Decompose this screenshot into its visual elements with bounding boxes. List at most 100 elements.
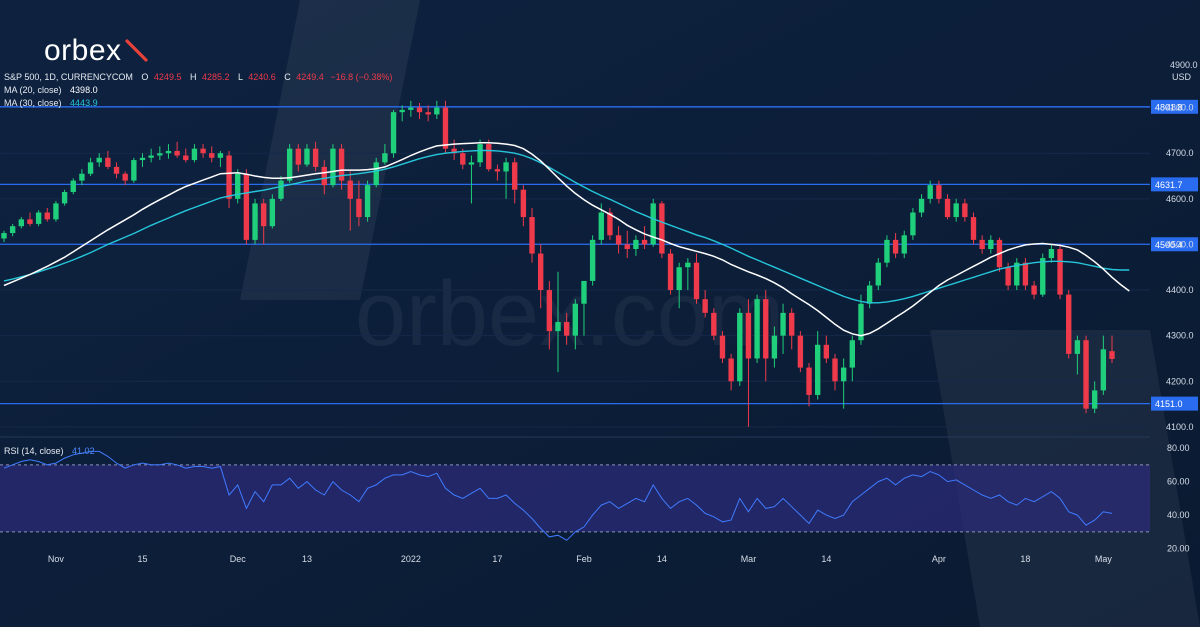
candle-body[interactable]: [633, 239, 639, 249]
candle-body[interactable]: [278, 180, 284, 199]
candle-body[interactable]: [745, 312, 752, 359]
candle-body[interactable]: [486, 144, 492, 170]
candle-body[interactable]: [1066, 294, 1072, 354]
candle-body[interactable]: [148, 155, 154, 158]
candle-body[interactable]: [884, 239, 890, 263]
candle-body[interactable]: [200, 148, 206, 154]
candle-body[interactable]: [347, 180, 353, 199]
candle-body[interactable]: [918, 198, 925, 213]
candle-body[interactable]: [286, 148, 293, 181]
candle-body[interactable]: [936, 185, 942, 199]
candle-body[interactable]: [1040, 258, 1046, 295]
candle-body[interactable]: [139, 157, 146, 161]
candle-body[interactable]: [719, 335, 726, 359]
candle-body[interactable]: [581, 280, 587, 304]
candle-body[interactable]: [261, 203, 267, 227]
candle-body[interactable]: [18, 219, 24, 227]
candlestick-series[interactable]: [1, 100, 1115, 427]
candle-body[interactable]: [780, 312, 786, 336]
candle-body[interactable]: [304, 148, 310, 165]
candle-body[interactable]: [979, 239, 985, 249]
candle-body[interactable]: [546, 290, 553, 332]
candle-body[interactable]: [789, 312, 795, 336]
candle-body[interactable]: [460, 153, 466, 165]
candle-body[interactable]: [520, 189, 527, 218]
candle-body[interactable]: [53, 203, 59, 220]
candle-body[interactable]: [183, 155, 189, 161]
candle-body[interactable]: [269, 198, 276, 227]
candle-body[interactable]: [451, 148, 457, 154]
candle-body[interactable]: [390, 112, 397, 154]
candle-body[interactable]: [1092, 390, 1098, 409]
candle-body[interactable]: [927, 185, 933, 199]
candle-body[interactable]: [191, 148, 198, 161]
candle-body[interactable]: [589, 239, 596, 281]
candle-body[interactable]: [667, 253, 674, 291]
candle-body[interactable]: [44, 212, 50, 220]
candle-body[interactable]: [676, 267, 682, 291]
candle-body[interactable]: [641, 239, 648, 245]
candle-body[interactable]: [737, 312, 743, 382]
candle-body[interactable]: [555, 321, 561, 332]
candle-body[interactable]: [572, 303, 578, 336]
candle-body[interactable]: [1, 233, 7, 239]
candle-body[interactable]: [321, 166, 327, 186]
candle-body[interactable]: [503, 162, 509, 172]
candle-body[interactable]: [512, 162, 518, 190]
candle-body[interactable]: [312, 148, 319, 167]
candle-body[interactable]: [27, 219, 33, 224]
candle-body[interactable]: [79, 173, 85, 181]
candle-body[interactable]: [823, 344, 830, 359]
candle-body[interactable]: [910, 212, 916, 236]
candle-body[interactable]: [477, 144, 483, 163]
candle-body[interactable]: [295, 148, 301, 165]
candle-body[interactable]: [416, 107, 423, 113]
candle-body[interactable]: [659, 203, 665, 254]
candle-body[interactable]: [1083, 340, 1089, 409]
time-axis[interactable]: Nov 15 Dec 13 2022 17 Feb 14 Mar 14 Apr 18 May: [48, 554, 1112, 564]
candle-body[interactable]: [763, 299, 769, 359]
price-axis[interactable]: 4100.0 4200.0 4300.0 4400.0 4500.0 4600.0 4700…: [1166, 103, 1194, 432]
candle-body[interactable]: [1048, 249, 1055, 259]
candle-body[interactable]: [131, 160, 137, 181]
candle-body[interactable]: [494, 169, 501, 172]
candle-body[interactable]: [598, 212, 604, 240]
candle-body[interactable]: [962, 203, 968, 218]
candle-body[interactable]: [866, 285, 873, 304]
candle-body[interactable]: [538, 253, 544, 291]
candle-body[interactable]: [1057, 249, 1063, 295]
candle-body[interactable]: [356, 198, 362, 218]
candle-body[interactable]: [771, 335, 778, 359]
candle-body[interactable]: [217, 153, 224, 158]
candle-body[interactable]: [970, 217, 977, 240]
candle-body[interactable]: [434, 107, 440, 115]
candle-body[interactable]: [529, 217, 535, 254]
candle-body[interactable]: [174, 150, 180, 156]
candle-body[interactable]: [728, 358, 734, 382]
candle-body[interactable]: [364, 185, 371, 218]
candle-body[interactable]: [408, 107, 414, 110]
candle-body[interactable]: [1100, 349, 1107, 391]
candle-body[interactable]: [624, 244, 630, 249]
candle-body[interactable]: [165, 150, 172, 154]
candle-body[interactable]: [875, 262, 881, 286]
candle-body[interactable]: [382, 153, 388, 163]
candle-body[interactable]: [849, 340, 855, 368]
candle-body[interactable]: [235, 173, 241, 199]
candle-body[interactable]: [70, 180, 76, 192]
candle-body[interactable]: [840, 367, 847, 382]
candle-body[interactable]: [702, 299, 708, 313]
candle-body[interactable]: [754, 299, 760, 359]
candle-body[interactable]: [61, 191, 68, 204]
candle-body[interactable]: [252, 203, 258, 240]
candle-body[interactable]: [122, 173, 128, 181]
candle-body[interactable]: [105, 157, 111, 167]
candle-body[interactable]: [1074, 340, 1081, 354]
rsi-axis[interactable]: 20.00 40.00 60.00 80.00: [1167, 443, 1190, 554]
candle-body[interactable]: [1014, 262, 1020, 286]
candle-body[interactable]: [685, 262, 691, 268]
candle-body[interactable]: [815, 344, 821, 395]
candle-body[interactable]: [226, 155, 232, 199]
candle-body[interactable]: [563, 321, 570, 336]
